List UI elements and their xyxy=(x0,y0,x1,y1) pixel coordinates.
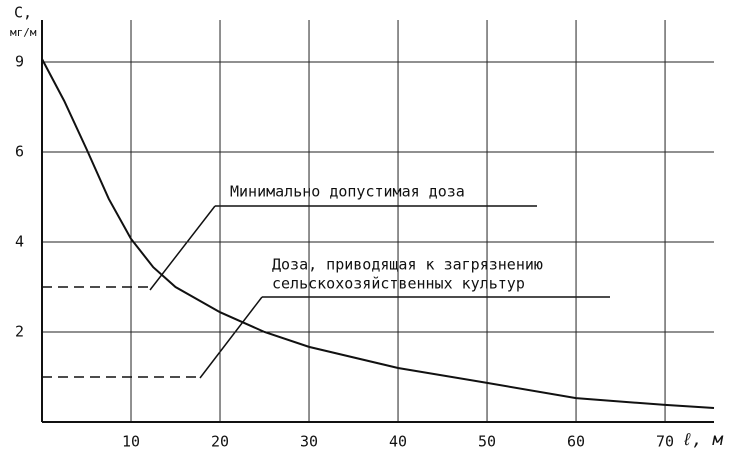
x-tick-label: 40 xyxy=(389,433,407,451)
data-line xyxy=(41,58,715,410)
x-tick-label: 50 xyxy=(478,433,496,451)
x-tick-label: 20 xyxy=(211,433,229,451)
y-tick-label: 4 xyxy=(15,233,24,251)
x-tick-label: 10 xyxy=(122,433,140,451)
x-axis-label: ℓ, м xyxy=(682,430,724,450)
y-axis-label: С, xyxy=(14,4,32,22)
y-tick-label: 2 xyxy=(15,323,24,341)
y-tick-label: 9 xyxy=(15,53,24,71)
annotation: Доза, приводящая к загрязнению xyxy=(272,256,543,274)
x-tick-label: 60 xyxy=(567,433,585,451)
x-tick-label: 70 xyxy=(656,433,674,451)
x-tick-label: 30 xyxy=(300,433,318,451)
annotation: Минимально допустимая доза xyxy=(230,183,465,201)
y-axis-unit: мг/м xyxy=(10,26,37,39)
annotation-leader xyxy=(199,296,263,379)
y-tick-label: 6 xyxy=(15,143,24,161)
annotation-leader xyxy=(149,205,216,291)
